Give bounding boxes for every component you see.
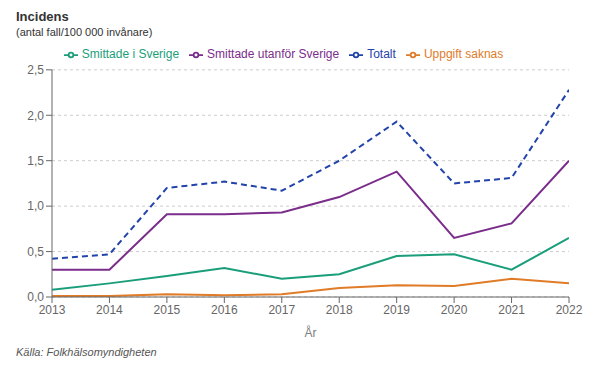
svg-text:2017: 2017 — [268, 303, 295, 317]
html-text:(antal fall/100 000 invånare): (antal fall/100 000 invånare) — [16, 26, 153, 38]
html-text:Källa: Folkhälsomyndigheten: Källa: Folkhälsomyndigheten — [16, 346, 157, 358]
svg-text:2013: 2013 — [39, 303, 66, 317]
svg-text:0,5: 0,5 — [27, 245, 44, 259]
svg-text:2020: 2020 — [441, 303, 468, 317]
svg-text:2014: 2014 — [96, 303, 123, 317]
svg-text:2016: 2016 — [211, 303, 238, 317]
svg-text:2018: 2018 — [326, 303, 353, 317]
svg-text:2,0: 2,0 — [27, 109, 44, 123]
svg-text:1,5: 1,5 — [27, 154, 44, 168]
svg-text:1,0: 1,0 — [27, 199, 44, 213]
svg-text:0,0: 0,0 — [27, 290, 44, 304]
svg-text:2015: 2015 — [154, 303, 181, 317]
svg-text:2021: 2021 — [498, 303, 525, 317]
html-text:Incidens: Incidens — [16, 9, 69, 24]
html-text:Smittade utanför Sverige: Smittade utanför Sverige — [207, 47, 340, 61]
html-text:Uppgift saknas: Uppgift saknas — [423, 47, 504, 61]
html-text:Smittade i Sverige: Smittade i Sverige — [81, 47, 180, 61]
svg-text:2022: 2022 — [556, 303, 583, 317]
html-text:Totalt: Totalt — [367, 47, 396, 61]
svg-text:2,5: 2,5 — [27, 63, 44, 77]
svg-text:2019: 2019 — [383, 303, 410, 317]
svg-text:År: År — [305, 325, 317, 340]
